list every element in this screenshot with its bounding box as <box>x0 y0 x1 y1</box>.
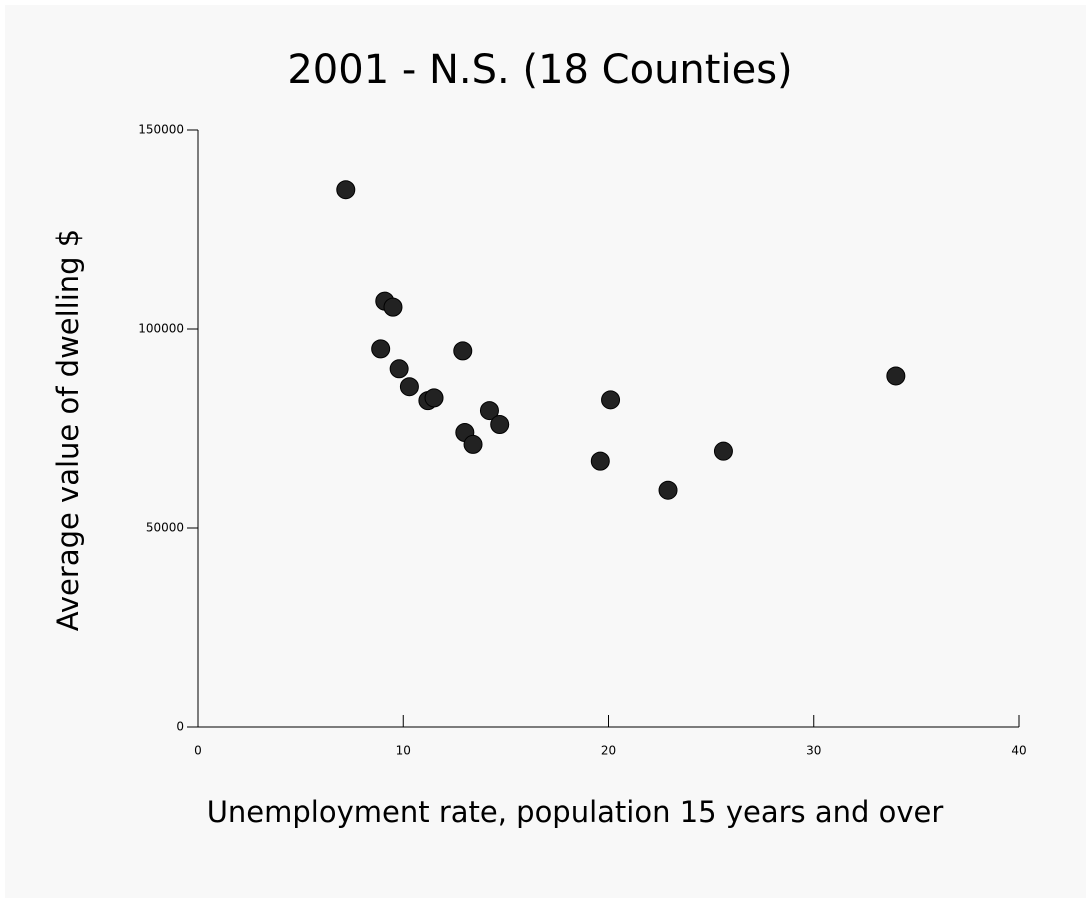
x-tick-label: 10 <box>396 744 411 758</box>
y-tick-label: 50000 <box>146 521 184 535</box>
point <box>383 297 403 317</box>
point <box>424 388 444 408</box>
point <box>389 359 409 379</box>
x-tick-label: 40 <box>1011 744 1026 758</box>
y-tick-label: 100000 <box>138 322 184 336</box>
background <box>5 5 1086 898</box>
point <box>886 366 906 386</box>
point <box>658 480 678 500</box>
point <box>601 390 621 410</box>
y-axis-label: Average value of dwelling $ <box>51 229 85 632</box>
x-tick-label: 20 <box>601 744 616 758</box>
point <box>590 451 610 471</box>
y-tick-label: 0 <box>176 720 184 734</box>
point <box>490 415 510 435</box>
x-axis-label: Unemployment rate, population 15 years a… <box>206 795 944 829</box>
x-tick-label: 0 <box>194 744 202 758</box>
point <box>463 434 483 454</box>
y-tick-label: 150000 <box>138 123 184 137</box>
point <box>399 377 419 397</box>
point <box>336 180 356 200</box>
chart-title: 2001 - N.S. (18 Counties) <box>287 47 792 93</box>
x-tick-label: 30 <box>806 744 821 758</box>
point <box>453 341 473 361</box>
point <box>713 441 733 461</box>
point <box>371 339 391 359</box>
point <box>479 401 499 421</box>
